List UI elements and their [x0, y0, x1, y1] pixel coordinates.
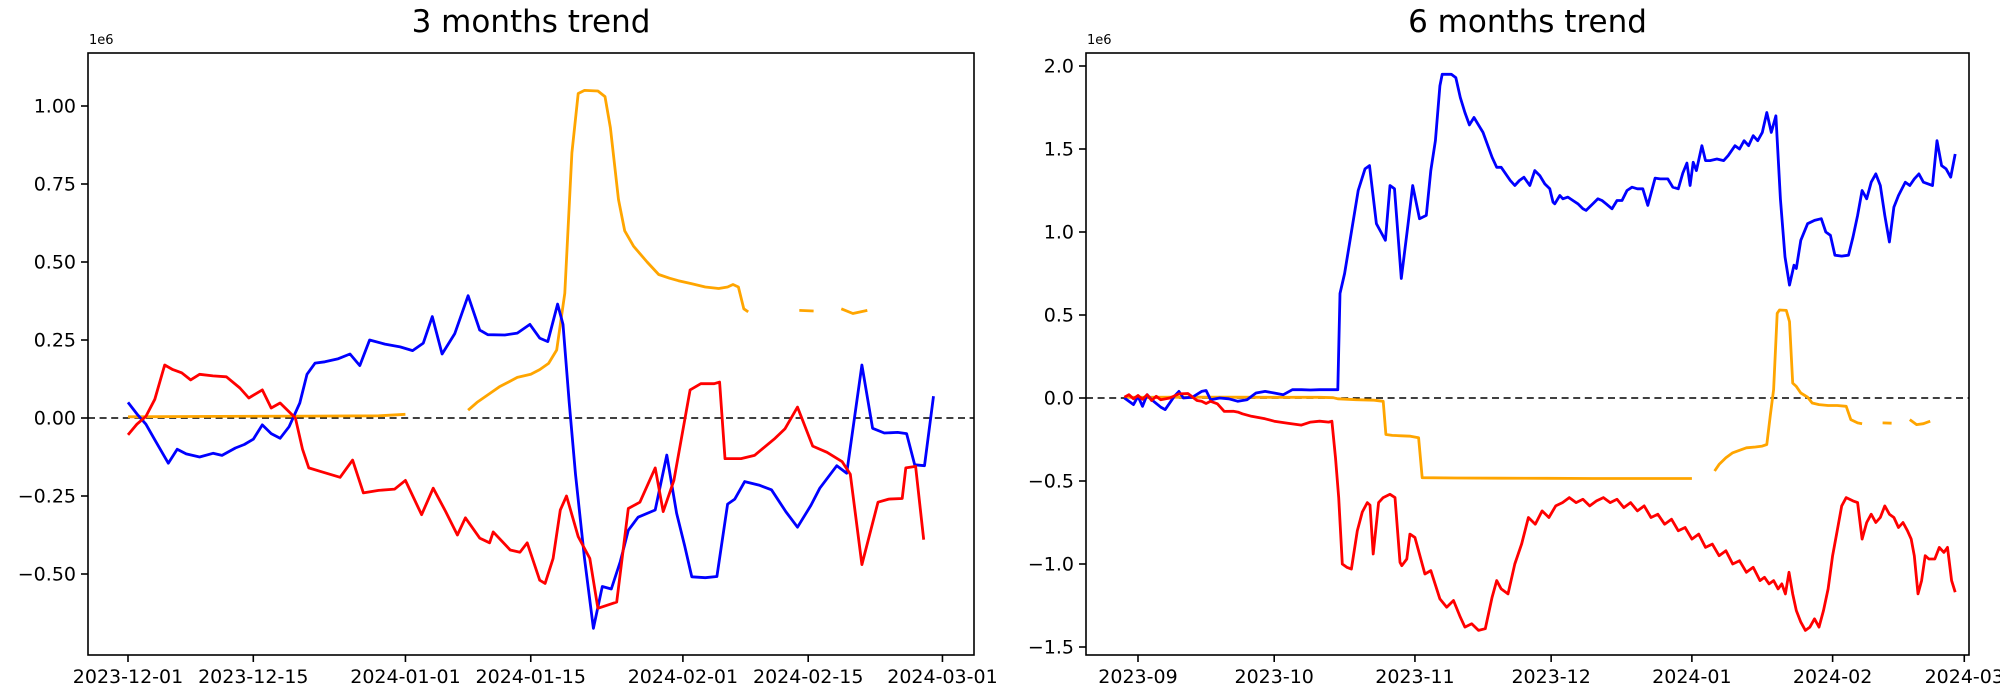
- y-tick-label: −0.5: [1028, 471, 1074, 493]
- axis-offset-label: 1e6: [89, 33, 114, 48]
- y-tick-label: 2.0: [1044, 56, 1074, 78]
- orange-line: [1124, 308, 1931, 480]
- x-tick-label: 2024-03-01: [887, 666, 997, 688]
- y-tick-label: 1.5: [1044, 139, 1074, 161]
- y-tick-label: 0.0: [1044, 388, 1074, 410]
- x-tick-label: 2024-01: [1652, 666, 1731, 688]
- chart-title: 3 months trend: [411, 4, 651, 40]
- chart-title: 6 months trend: [1408, 4, 1647, 40]
- x-axis: 2023-09 2023-10 2023-11 2023-12 2024-01 2024-…: [1098, 655, 2000, 688]
- orange-line-segment: [840, 307, 868, 315]
- orange-line-segment: [1713, 308, 1863, 472]
- blue-line: [126, 294, 935, 630]
- y-tick-label: −0.50: [18, 564, 76, 586]
- x-tick-label: 2023-12-15: [198, 666, 308, 688]
- x-tick-label: 2024-02-01: [628, 666, 738, 688]
- y-axis: 2.0 1.5 1.0 0.5 0.0 −0.5 −1.0 −1.5: [1028, 56, 1086, 659]
- y-tick-label: 0.00: [34, 408, 76, 430]
- y-tick-label: 1.0: [1044, 222, 1074, 244]
- plot-spines: [1085, 52, 1970, 656]
- y-tick-label: 0.25: [34, 330, 76, 352]
- blue-line-segment: [1123, 72, 1957, 412]
- chart-canvas: 2023-12-01 2023-12-15 2024-01-01 2024-01-15…: [18, 52, 998, 688]
- plot-spines: [87, 52, 975, 656]
- orange-line-segment: [467, 89, 750, 412]
- orange-line: [127, 89, 868, 419]
- chart-canvas: 2023-09 2023-10 2023-11 2023-12 2024-01 2024-…: [1028, 52, 2000, 688]
- y-tick-label: −1.5: [1028, 637, 1074, 659]
- x-tick-label: 2023-12: [1511, 666, 1590, 688]
- blue-line: [1123, 72, 1957, 412]
- orange-line-segment: [127, 412, 406, 419]
- y-tick-label: −1.0: [1028, 554, 1074, 576]
- orange-line-segment: [799, 309, 814, 313]
- y-tick-label: 0.5: [1044, 305, 1074, 327]
- x-tick-label: 2024-02-15: [753, 666, 863, 688]
- axis-offset-label: 1e6: [1087, 33, 1112, 48]
- y-tick-label: −0.25: [18, 486, 76, 508]
- x-tick-label: 2024-01-15: [476, 666, 586, 688]
- red-line: [1123, 392, 1957, 632]
- x-tick-label: 2023-11: [1375, 666, 1454, 688]
- red-line: [126, 363, 926, 610]
- y-tick-label: 1.00: [34, 96, 76, 118]
- y-tick-label: 0.75: [34, 174, 76, 196]
- blue-line-segment: [126, 294, 935, 630]
- y-tick-label: 0.50: [34, 252, 76, 274]
- red-line-segment: [1123, 392, 1957, 632]
- x-tick-label: 2023-09: [1098, 666, 1177, 688]
- x-tick-label: 2024-02: [1793, 666, 1872, 688]
- x-tick-label: 2024-01-01: [350, 666, 460, 688]
- x-tick-label: 2024-03: [1925, 666, 2000, 688]
- x-axis: 2023-12-01 2023-12-15 2024-01-01 2024-01-15…: [73, 655, 998, 688]
- x-tick-label: 2023-12-01: [73, 666, 183, 688]
- orange-line-segment: [1124, 395, 1692, 480]
- y-axis: 1.00 0.75 0.50 0.25 0.00 −0.25 −0.50: [18, 96, 88, 586]
- x-tick-label: 2023-10: [1235, 666, 1314, 688]
- red-line-segment: [126, 363, 926, 610]
- orange-line-segment: [1908, 418, 1931, 427]
